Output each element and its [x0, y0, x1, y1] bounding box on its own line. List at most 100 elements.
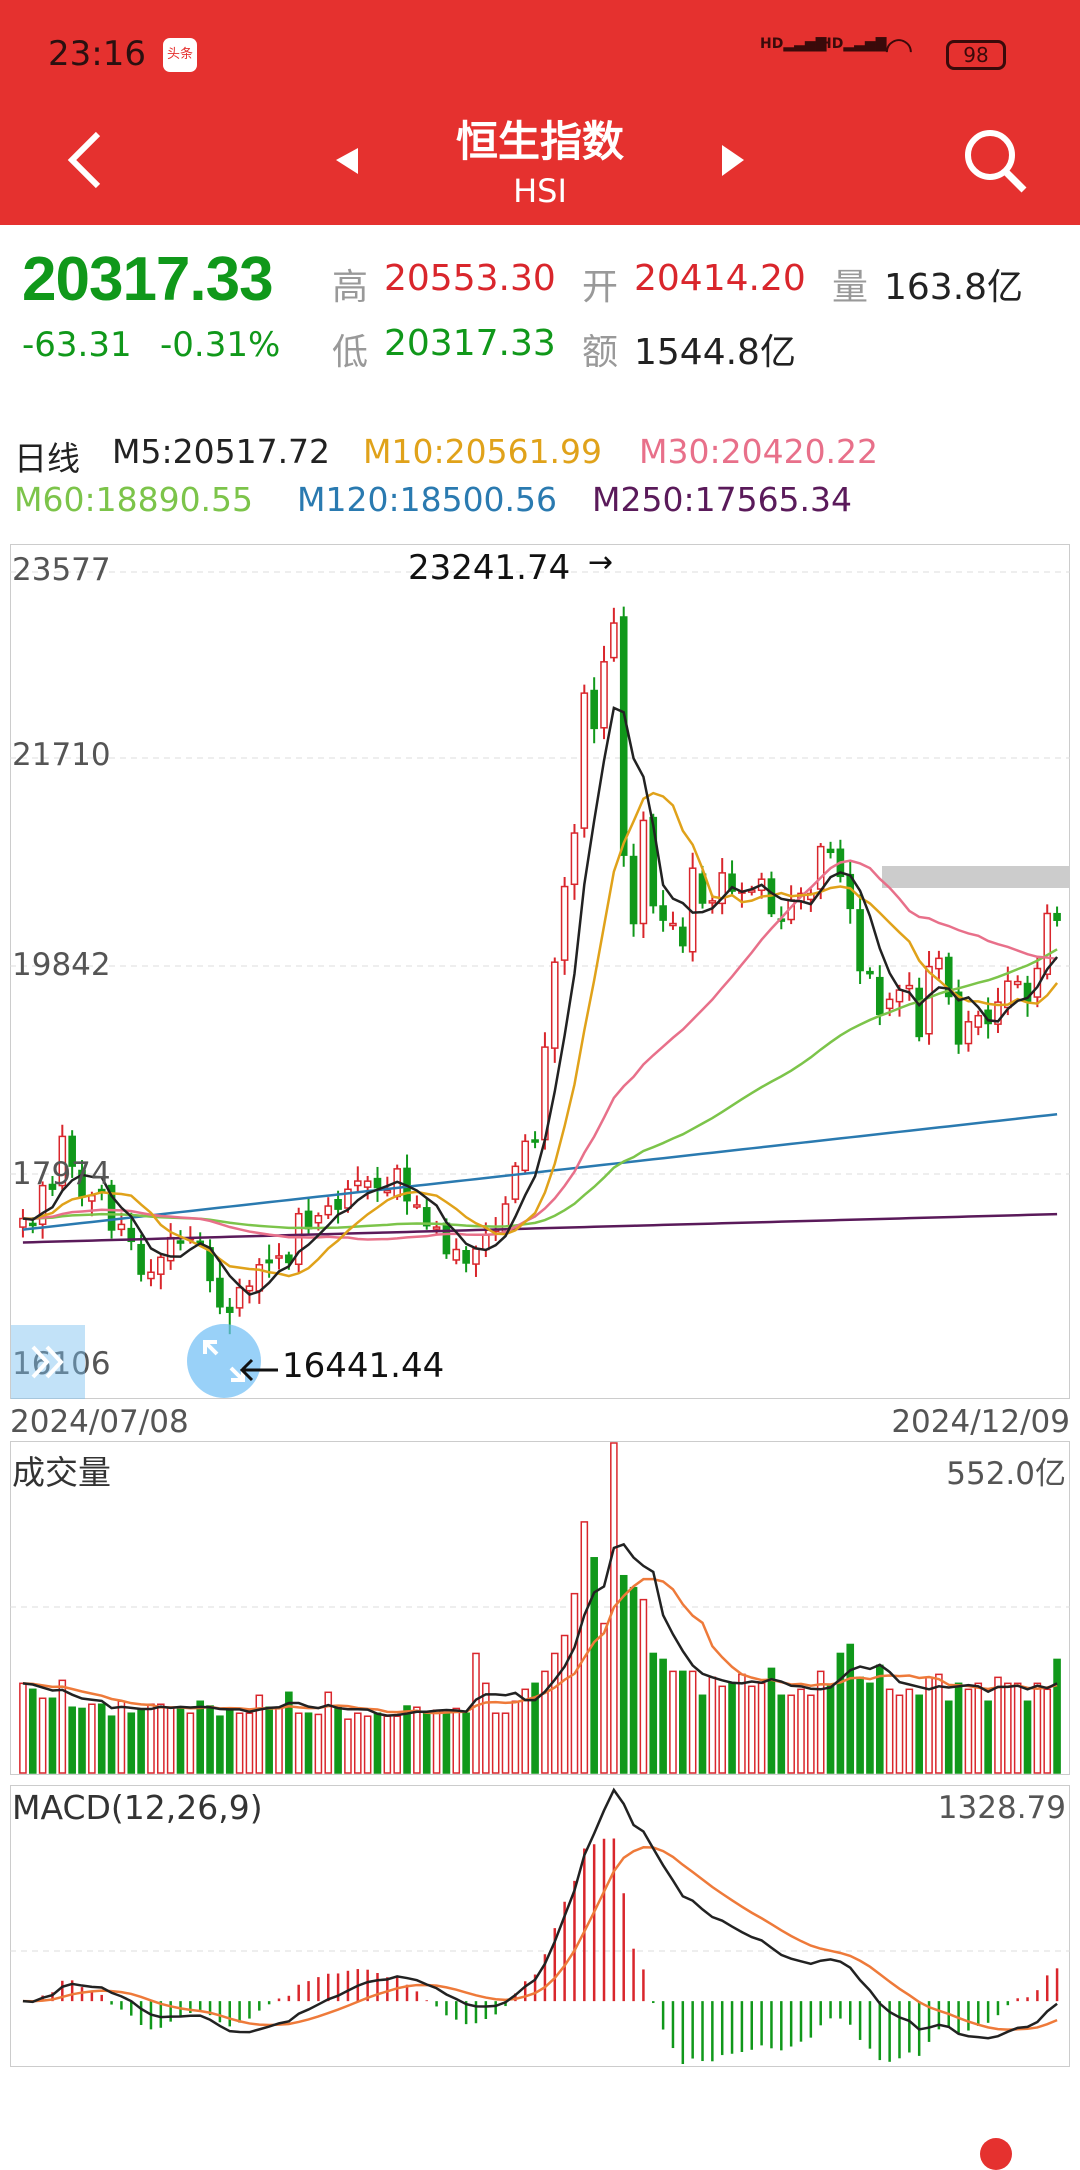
ma5-line	[22, 706, 1059, 1297]
candle-body	[511, 1165, 520, 1200]
fullscreen-button[interactable]	[187, 1324, 261, 1398]
kline-chart[interactable]	[10, 544, 1070, 1399]
candle-body	[944, 956, 953, 998]
volume-bar	[531, 1682, 539, 1774]
end-date: 2024/12/09	[891, 1404, 1070, 1440]
amount-value: 1544.8亿	[634, 332, 796, 373]
volume-ma10-line	[22, 1577, 1058, 1715]
candle-body	[600, 661, 608, 729]
volume-bar	[708, 1676, 717, 1774]
arrow-left-icon	[239, 1358, 278, 1382]
volume-bar	[472, 1652, 480, 1774]
volume-bar	[196, 1700, 205, 1774]
macd-chart[interactable]	[10, 1785, 1070, 2067]
volume-bar	[797, 1688, 805, 1774]
volume-bar	[905, 1688, 914, 1774]
y-tick: 21710	[12, 737, 111, 773]
volume-bar	[294, 1712, 303, 1774]
volume-bar	[38, 1697, 47, 1774]
candle-body	[718, 872, 727, 905]
open-label: 开	[582, 267, 619, 308]
volume-bar	[875, 1664, 884, 1774]
volume-bar	[107, 1715, 116, 1774]
candle-body	[570, 832, 579, 886]
volume-bar	[944, 1700, 953, 1774]
candle-body	[245, 1285, 254, 1292]
volume-bar	[738, 1673, 746, 1774]
candle-body	[344, 1188, 352, 1209]
candle-body	[925, 965, 933, 1035]
volume-bar	[1043, 1688, 1052, 1774]
volume-bar	[432, 1709, 441, 1774]
candle-body	[1013, 980, 1022, 986]
volume-bar	[836, 1652, 845, 1774]
expand-panel-button[interactable]	[11, 1325, 85, 1399]
candle-body	[895, 989, 904, 1003]
volume-bar	[48, 1697, 57, 1774]
volume-bar	[216, 1715, 224, 1774]
volume-bar	[866, 1682, 874, 1774]
floating-dot[interactable]	[980, 2138, 1012, 2170]
volume-ma5-line	[22, 1542, 1058, 1717]
volume-bar	[28, 1688, 37, 1774]
volume-bar	[1033, 1682, 1042, 1774]
volume-bar	[353, 1712, 362, 1774]
hd-signal-icon: HD▂▃▅▇	[820, 36, 887, 52]
volume-bar	[954, 1682, 963, 1774]
ma120-line	[22, 1112, 1058, 1231]
volume-bar	[619, 1574, 628, 1774]
volume-chart[interactable]	[10, 1441, 1070, 1775]
ma30-legend: M30:20420.22	[639, 432, 879, 471]
volume-bar	[147, 1703, 155, 1774]
volume-max: 552.0亿	[946, 1456, 1066, 1492]
volume-bar	[718, 1685, 727, 1774]
volume-bar	[88, 1703, 96, 1774]
candle-body	[413, 1204, 421, 1208]
volume-bar	[994, 1676, 1002, 1774]
y-tick: 23577	[12, 552, 111, 588]
candle-body	[629, 855, 638, 925]
volume-bar	[117, 1700, 126, 1774]
ma10-line	[22, 791, 1059, 1278]
volume-bar	[413, 1706, 421, 1774]
volume-bar	[807, 1694, 815, 1774]
volume-bar	[19, 1682, 27, 1774]
candle-body	[157, 1256, 165, 1275]
candle-body	[669, 922, 677, 927]
candle-body	[580, 692, 589, 829]
top-bar	[0, 0, 1080, 225]
candle-body	[314, 1215, 323, 1224]
candle-body	[265, 1259, 273, 1264]
volume-bar	[964, 1688, 973, 1774]
candle-body	[915, 987, 923, 1038]
double-chevron-right-icon	[31, 1345, 64, 1379]
volume-bar	[679, 1670, 687, 1774]
macd-dif-line	[22, 1787, 1058, 2040]
arrow-right-icon: →	[588, 545, 614, 580]
volume-bar	[649, 1652, 658, 1774]
macd-dea-line	[22, 1846, 1058, 2031]
candle-body	[472, 1248, 480, 1265]
volume-bar	[787, 1694, 795, 1774]
volume-bar	[974, 1682, 983, 1774]
volume-bar	[245, 1712, 254, 1774]
volume-bar	[915, 1694, 923, 1774]
candle-body	[334, 1199, 342, 1210]
candle-body	[826, 848, 835, 854]
page-title: 恒生指数	[455, 117, 624, 166]
volume-bar	[334, 1706, 342, 1774]
candle-body	[127, 1227, 136, 1243]
period-selector[interactable]: 日线	[14, 439, 80, 478]
volume-bar	[235, 1712, 244, 1774]
candle-body	[324, 1205, 333, 1216]
candle-body	[659, 905, 667, 921]
volume-bar	[580, 1521, 589, 1774]
volume-bar	[314, 1713, 323, 1774]
macd-max: 1328.79	[937, 1790, 1066, 1826]
candle-body	[856, 909, 864, 972]
volume-bar	[344, 1718, 352, 1774]
candle-body	[560, 885, 569, 961]
volume-bar	[757, 1682, 766, 1774]
volume-bar	[383, 1715, 392, 1774]
